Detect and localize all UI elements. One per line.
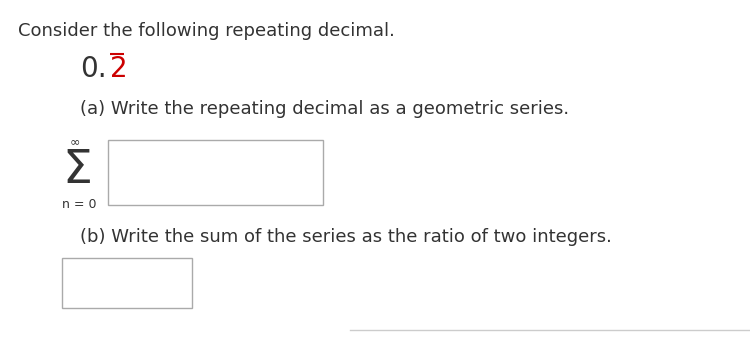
FancyBboxPatch shape: [62, 258, 192, 308]
Text: ∞: ∞: [70, 135, 80, 148]
Text: 2: 2: [110, 55, 128, 83]
Text: (b) Write the sum of the series as the ratio of two integers.: (b) Write the sum of the series as the r…: [80, 228, 612, 246]
Text: (a) Write the repeating decimal as a geometric series.: (a) Write the repeating decimal as a geo…: [80, 100, 569, 118]
Text: Σ: Σ: [62, 148, 92, 193]
FancyBboxPatch shape: [108, 140, 323, 205]
Text: Consider the following repeating decimal.: Consider the following repeating decimal…: [18, 22, 394, 40]
Text: n = 0: n = 0: [62, 198, 97, 211]
Text: 0.: 0.: [80, 55, 106, 83]
